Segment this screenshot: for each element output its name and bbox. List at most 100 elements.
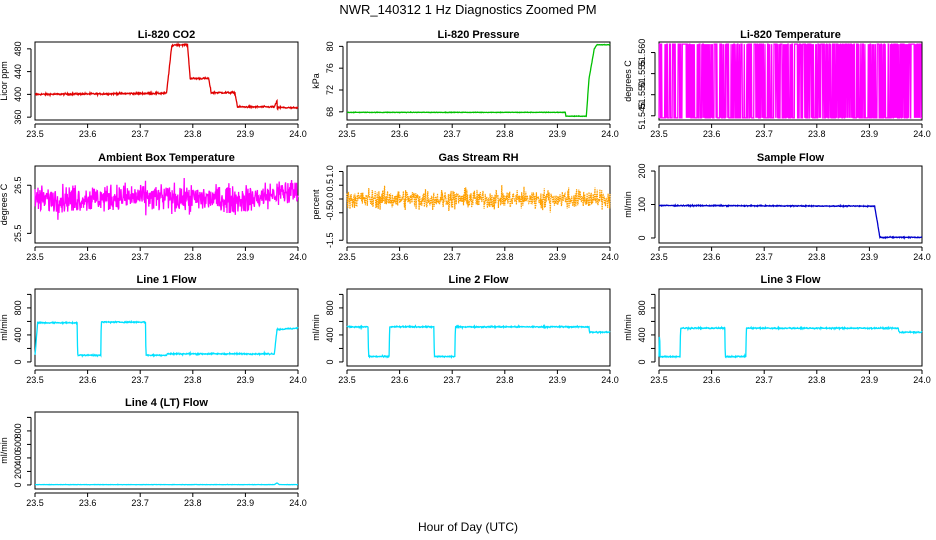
y-tick-label: 25.5 <box>13 225 23 243</box>
y-tick-label: 400 <box>13 450 23 465</box>
y-axis-label: ml/min <box>311 314 321 341</box>
y-tick-label: 200 <box>637 164 647 179</box>
x-tick-label: 23.9 <box>861 375 879 385</box>
x-tick-label: 23.9 <box>237 375 255 385</box>
y-tick-label: 800 <box>13 423 23 438</box>
x-tick-label: 23.5 <box>26 129 44 139</box>
x-tick-label: 23.7 <box>443 375 461 385</box>
y-axis-label: Licor ppm <box>0 61 9 101</box>
y-tick-label: -1.5 <box>325 232 335 248</box>
x-tick-label: 23.9 <box>861 129 879 139</box>
plot-frame <box>658 165 923 244</box>
series-line <box>658 43 922 119</box>
y-tick-label: 80 <box>325 41 335 51</box>
y-tick-label: -0.5 <box>325 205 335 221</box>
x-tick-label: 23.8 <box>184 498 202 508</box>
x-tick-label: 23.7 <box>443 129 461 139</box>
x-tick-label: 23.6 <box>79 252 97 262</box>
panel-title: Ambient Box Temperature <box>98 152 235 164</box>
x-tick-label: 24.0 <box>601 375 619 385</box>
series-line <box>346 185 611 213</box>
x-tick-label: 23.6 <box>703 375 721 385</box>
y-tick-label: 51.545 <box>637 102 647 130</box>
y-tick-label: 68 <box>325 107 335 117</box>
x-tick-label: 23.5 <box>26 498 44 508</box>
y-tick-label: 0 <box>637 359 647 364</box>
x-tick-label: 23.7 <box>131 498 149 508</box>
y-tick-label: 0 <box>13 359 23 364</box>
x-tick-label: 23.8 <box>808 375 826 385</box>
plot-frame <box>658 288 923 367</box>
x-tick-label: 23.6 <box>79 498 97 508</box>
x-tick-label: 23.8 <box>496 375 514 385</box>
x-tick-label: 24.0 <box>601 129 619 139</box>
x-tick-label: 23.9 <box>237 252 255 262</box>
x-tick-label: 23.6 <box>703 252 721 262</box>
x-tick-label: 23.6 <box>703 129 721 139</box>
series-line <box>35 482 298 486</box>
x-tick-label: 23.6 <box>391 129 409 139</box>
series-line <box>658 325 923 359</box>
y-axis-label: kPa <box>311 73 321 89</box>
y-tick-label: 400 <box>637 327 647 342</box>
figure-title: NWR_140312 1 Hz Diagnostics Zoomed PM <box>339 2 596 17</box>
x-tick-label: 24.0 <box>289 129 307 139</box>
series-line <box>34 177 299 220</box>
y-tick-label: 400 <box>325 327 335 342</box>
x-tick-label: 23.5 <box>26 252 44 262</box>
y-tick-label: 400 <box>13 87 23 102</box>
x-tick-label: 23.5 <box>338 375 356 385</box>
plot-frame <box>346 288 611 367</box>
panel-10: Line 4 (LT) Flow 23.5 23.6 23.7 23.8 23.9 24.0… <box>0 397 307 508</box>
y-tick-label: 51.560 <box>637 39 647 67</box>
panel-title: Gas Stream RH <box>438 152 518 164</box>
x-tick-label: 23.5 <box>650 252 668 262</box>
x-tick-label: 23.9 <box>549 252 567 262</box>
y-axis-label: degrees C <box>623 60 633 102</box>
panel-2: Li-820 Pressure 23.5 23.6 23.7 23.8 23.9 24.0 6… <box>311 29 619 139</box>
y-tick-label: 51.555 <box>637 60 647 88</box>
y-tick-label: 440 <box>13 64 23 79</box>
y-tick-label: 1.0 <box>325 165 335 178</box>
y-tick-label: 26.5 <box>13 176 23 194</box>
x-tick-label: 23.7 <box>131 375 149 385</box>
x-tick-label: 24.0 <box>913 129 931 139</box>
y-tick-label: 100 <box>637 197 647 212</box>
y-tick-label: 51.550 <box>637 81 647 109</box>
panel-8: Line 2 Flow 23.5 23.6 23.7 23.8 23.9 24.0 0 400 8… <box>311 274 619 385</box>
y-axis-label: degrees C <box>0 183 9 225</box>
y-tick-label: 0 <box>637 235 647 240</box>
x-tick-label: 23.9 <box>861 252 879 262</box>
plot-frame <box>346 41 611 121</box>
y-axis-label: ml/min <box>0 437 9 464</box>
y-tick-label: 400 <box>13 327 23 342</box>
y-tick-label: 600 <box>13 437 23 452</box>
panel-7: Line 1 Flow 23.5 23.6 23.7 23.8 23.9 24.0 0 400 8… <box>0 274 307 385</box>
x-tick-label: 23.9 <box>549 375 567 385</box>
x-tick-label: 24.0 <box>601 252 619 262</box>
x-tick-label: 24.0 <box>913 375 931 385</box>
plot-frame <box>34 41 299 121</box>
figure-x-axis-label: Hour of Day (UTC) <box>418 520 518 534</box>
y-tick-label: 800 <box>13 300 23 315</box>
y-tick-label: 72 <box>325 85 335 95</box>
x-tick-label: 23.6 <box>391 252 409 262</box>
panel-6: Sample Flow 23.5 23.6 23.7 23.8 23.9 24.0 0 100 2… <box>623 152 931 262</box>
y-tick-label: 800 <box>325 300 335 315</box>
series-line <box>34 319 299 358</box>
x-tick-label: 23.7 <box>131 252 149 262</box>
x-tick-label: 23.9 <box>237 498 255 508</box>
panel-title: Sample Flow <box>757 152 825 164</box>
x-tick-label: 23.5 <box>650 129 668 139</box>
y-tick-label: 360 <box>13 110 23 125</box>
y-axis-label: ml/min <box>0 314 9 341</box>
y-tick-label: 800 <box>637 300 647 315</box>
plot-frame <box>34 411 299 490</box>
panel-5: Gas Stream RH 23.5 23.6 23.7 23.8 23.9 24.0 -1.… <box>311 152 619 262</box>
x-tick-label: 23.8 <box>808 252 826 262</box>
y-tick-label: 0 <box>13 482 23 487</box>
x-tick-label: 23.8 <box>496 129 514 139</box>
x-tick-label: 23.8 <box>184 252 202 262</box>
x-tick-label: 23.5 <box>338 252 356 262</box>
panel-title: Line 1 Flow <box>137 274 197 286</box>
